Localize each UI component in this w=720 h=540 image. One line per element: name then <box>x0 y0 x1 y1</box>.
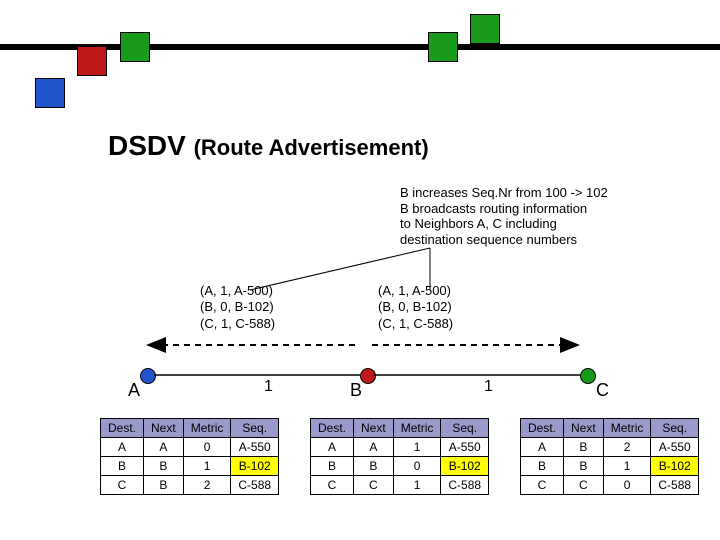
routing-table-c: Dest.NextMetricSeq.AB2A-550BB1B-102CC0C-… <box>520 418 699 495</box>
table-cell: 1 <box>603 457 651 476</box>
table-cell: 0 <box>603 476 651 495</box>
slide-title: DSDV (Route Advertisement) <box>108 130 429 162</box>
tuple-line: (A, 1, A-500) <box>200 283 275 299</box>
table-cell: A-550 <box>231 438 279 457</box>
table-row: BB1B-102 <box>521 457 699 476</box>
table-row: BB1B-102 <box>101 457 279 476</box>
decor-square <box>470 14 500 44</box>
table-header: Seq. <box>651 419 699 438</box>
table-cell: A-550 <box>651 438 699 457</box>
edge-bc-weight: 1 <box>484 378 493 396</box>
routing-table-b: Dest.NextMetricSeq.AA1A-550BB0B-102CC1C-… <box>310 418 489 495</box>
table-row: CC0C-588 <box>521 476 699 495</box>
decor-square <box>428 32 458 62</box>
table-header: Metric <box>393 419 441 438</box>
tuple-line: (C, 1, C-588) <box>378 316 453 332</box>
table-header: Metric <box>603 419 651 438</box>
info-text: B increases Seq.Nr from 100 -> 102B broa… <box>400 185 608 247</box>
info-line: to Neighbors A, C including <box>400 216 608 232</box>
table-cell: B <box>311 457 354 476</box>
decor-square <box>120 32 150 62</box>
table-cell: 1 <box>393 476 441 495</box>
decor-square <box>35 78 65 108</box>
table-row: AA1A-550 <box>311 438 489 457</box>
table-header: Next <box>564 419 604 438</box>
table-cell: 0 <box>393 457 441 476</box>
title-main: DSDV <box>108 130 186 161</box>
table-header: Next <box>354 419 394 438</box>
node-a-label: A <box>128 380 140 401</box>
table-cell: B <box>354 457 394 476</box>
table-cell: A <box>311 438 354 457</box>
info-line: B broadcasts routing information <box>400 201 608 217</box>
table-row: CB2C-588 <box>101 476 279 495</box>
table-cell: B-102 <box>441 457 489 476</box>
table-header: Metric <box>183 419 231 438</box>
node-c-label: C <box>596 380 609 401</box>
table-header: Seq. <box>231 419 279 438</box>
table-cell: B-102 <box>651 457 699 476</box>
node-b-label: B <box>350 380 362 401</box>
table-cell: C-588 <box>231 476 279 495</box>
table-header: Dest. <box>311 419 354 438</box>
table-cell: B <box>144 457 184 476</box>
table-cell: B <box>564 457 604 476</box>
table-cell: A <box>521 438 564 457</box>
title-sub: (Route Advertisement) <box>194 135 429 160</box>
table-row: CC1C-588 <box>311 476 489 495</box>
table-cell: C <box>101 476 144 495</box>
table-cell: C <box>311 476 354 495</box>
info-line: destination sequence numbers <box>400 232 608 248</box>
table-cell: 0 <box>183 438 231 457</box>
node-a <box>140 368 156 384</box>
tuple-line: (B, 0, B-102) <box>378 299 453 315</box>
table-cell: B <box>144 476 184 495</box>
table-cell: A <box>354 438 394 457</box>
table-cell: 1 <box>393 438 441 457</box>
table-cell: B <box>101 457 144 476</box>
table-cell: C-588 <box>651 476 699 495</box>
table-cell: 2 <box>603 438 651 457</box>
table-cell: C-588 <box>441 476 489 495</box>
info-line: B increases Seq.Nr from 100 -> 102 <box>400 185 608 201</box>
table-cell: A <box>101 438 144 457</box>
node-b <box>360 368 376 384</box>
node-c <box>580 368 596 384</box>
table-header: Next <box>144 419 184 438</box>
header-rule <box>0 44 720 50</box>
table-header: Seq. <box>441 419 489 438</box>
table-cell: B-102 <box>231 457 279 476</box>
table-cell: B <box>564 438 604 457</box>
table-cell: 2 <box>183 476 231 495</box>
table-cell: C <box>521 476 564 495</box>
decor-square <box>77 46 107 76</box>
table-row: BB0B-102 <box>311 457 489 476</box>
routing-table-a: Dest.NextMetricSeq.AA0A-550BB1B-102CB2C-… <box>100 418 279 495</box>
tuple-line: (C, 1, C-588) <box>200 316 275 332</box>
tuple-line: (B, 0, B-102) <box>200 299 275 315</box>
table-cell: B <box>521 457 564 476</box>
table-cell: C <box>564 476 604 495</box>
table-row: AA0A-550 <box>101 438 279 457</box>
table-cell: C <box>354 476 394 495</box>
table-header: Dest. <box>101 419 144 438</box>
table-header: Dest. <box>521 419 564 438</box>
table-row: AB2A-550 <box>521 438 699 457</box>
edge-ab-weight: 1 <box>264 378 273 396</box>
table-cell: 1 <box>183 457 231 476</box>
tuple-line: (A, 1, A-500) <box>378 283 453 299</box>
broadcast-tuple-left: (A, 1, A-500)(B, 0, B-102)(C, 1, C-588) <box>200 283 275 332</box>
table-cell: A <box>144 438 184 457</box>
broadcast-tuple-right: (A, 1, A-500)(B, 0, B-102)(C, 1, C-588) <box>378 283 453 332</box>
table-cell: A-550 <box>441 438 489 457</box>
